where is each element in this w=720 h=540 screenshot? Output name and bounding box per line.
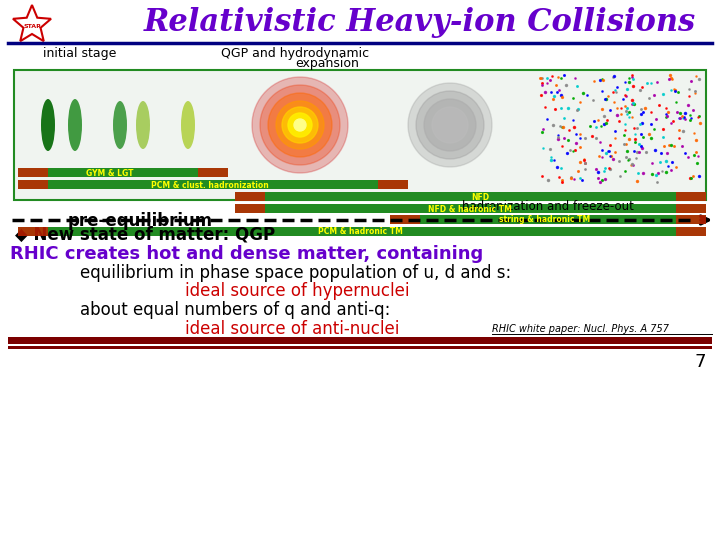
Bar (18, 180, 48, 189)
Text: NFD: NFD (471, 192, 489, 201)
Circle shape (252, 77, 348, 173)
Circle shape (408, 83, 492, 167)
Bar (235, 204, 265, 213)
Circle shape (416, 91, 484, 159)
Text: 7: 7 (694, 353, 706, 371)
Text: ideal source of anti-nuclei: ideal source of anti-nuclei (185, 320, 400, 338)
Text: QGP and hydrodynamic: QGP and hydrodynamic (221, 48, 369, 60)
Text: equilibrium in phase space population of u, d and s:: equilibrium in phase space population of… (80, 264, 511, 282)
Ellipse shape (41, 99, 55, 151)
Bar (18, 168, 48, 177)
Ellipse shape (181, 101, 195, 149)
Text: about equal numbers of q and anti-q:: about equal numbers of q and anti-q: (80, 301, 390, 319)
Bar (390, 215, 706, 224)
Text: RHIC white paper: Nucl. Phys. A 757: RHIC white paper: Nucl. Phys. A 757 (492, 324, 669, 334)
Text: STAR: STAR (23, 24, 41, 29)
Text: string & hadronic TM: string & hadronic TM (500, 215, 590, 225)
Bar (8, 346, 712, 349)
Bar (676, 227, 706, 236)
Bar (18, 168, 228, 177)
Circle shape (282, 107, 318, 143)
Bar (676, 192, 706, 201)
Circle shape (432, 107, 468, 143)
Circle shape (424, 99, 476, 151)
Text: ideal source of hypernuclei: ideal source of hypernuclei (185, 282, 410, 300)
Text: initial stage: initial stage (43, 48, 117, 60)
Text: RHIC creates hot and dense matter, containing: RHIC creates hot and dense matter, conta… (10, 245, 483, 263)
Bar (198, 168, 228, 177)
Bar (18, 227, 706, 236)
Bar (390, 215, 420, 224)
Circle shape (294, 119, 306, 131)
Bar (235, 204, 706, 213)
Text: hadronization and freeze-out: hadronization and freeze-out (462, 200, 634, 213)
Bar (8, 337, 712, 344)
Circle shape (260, 85, 340, 165)
Bar (14, 70, 706, 200)
Text: ◆ New state of matter: QGP: ◆ New state of matter: QGP (15, 226, 275, 244)
Bar (235, 192, 706, 201)
Circle shape (268, 93, 332, 157)
Bar (18, 180, 408, 189)
Text: Relativistic Heavy-ion Collisions: Relativistic Heavy-ion Collisions (144, 8, 696, 38)
Circle shape (288, 113, 312, 137)
Circle shape (276, 101, 324, 149)
Bar (18, 227, 48, 236)
Ellipse shape (136, 101, 150, 149)
Text: PCM & hadronic TM: PCM & hadronic TM (318, 227, 402, 237)
Bar (676, 204, 706, 213)
Bar (378, 180, 408, 189)
Text: NFD & hadronic TM: NFD & hadronic TM (428, 205, 512, 213)
Text: PCM & clust. hadronization: PCM & clust. hadronization (151, 180, 269, 190)
Bar (235, 192, 265, 201)
Text: GYM & LGT: GYM & LGT (86, 168, 134, 178)
Text: pre-equilibrium: pre-equilibrium (68, 212, 212, 230)
Ellipse shape (68, 99, 82, 151)
Bar (676, 215, 706, 224)
Polygon shape (13, 5, 51, 41)
Text: expansion: expansion (295, 57, 359, 71)
Ellipse shape (113, 101, 127, 149)
